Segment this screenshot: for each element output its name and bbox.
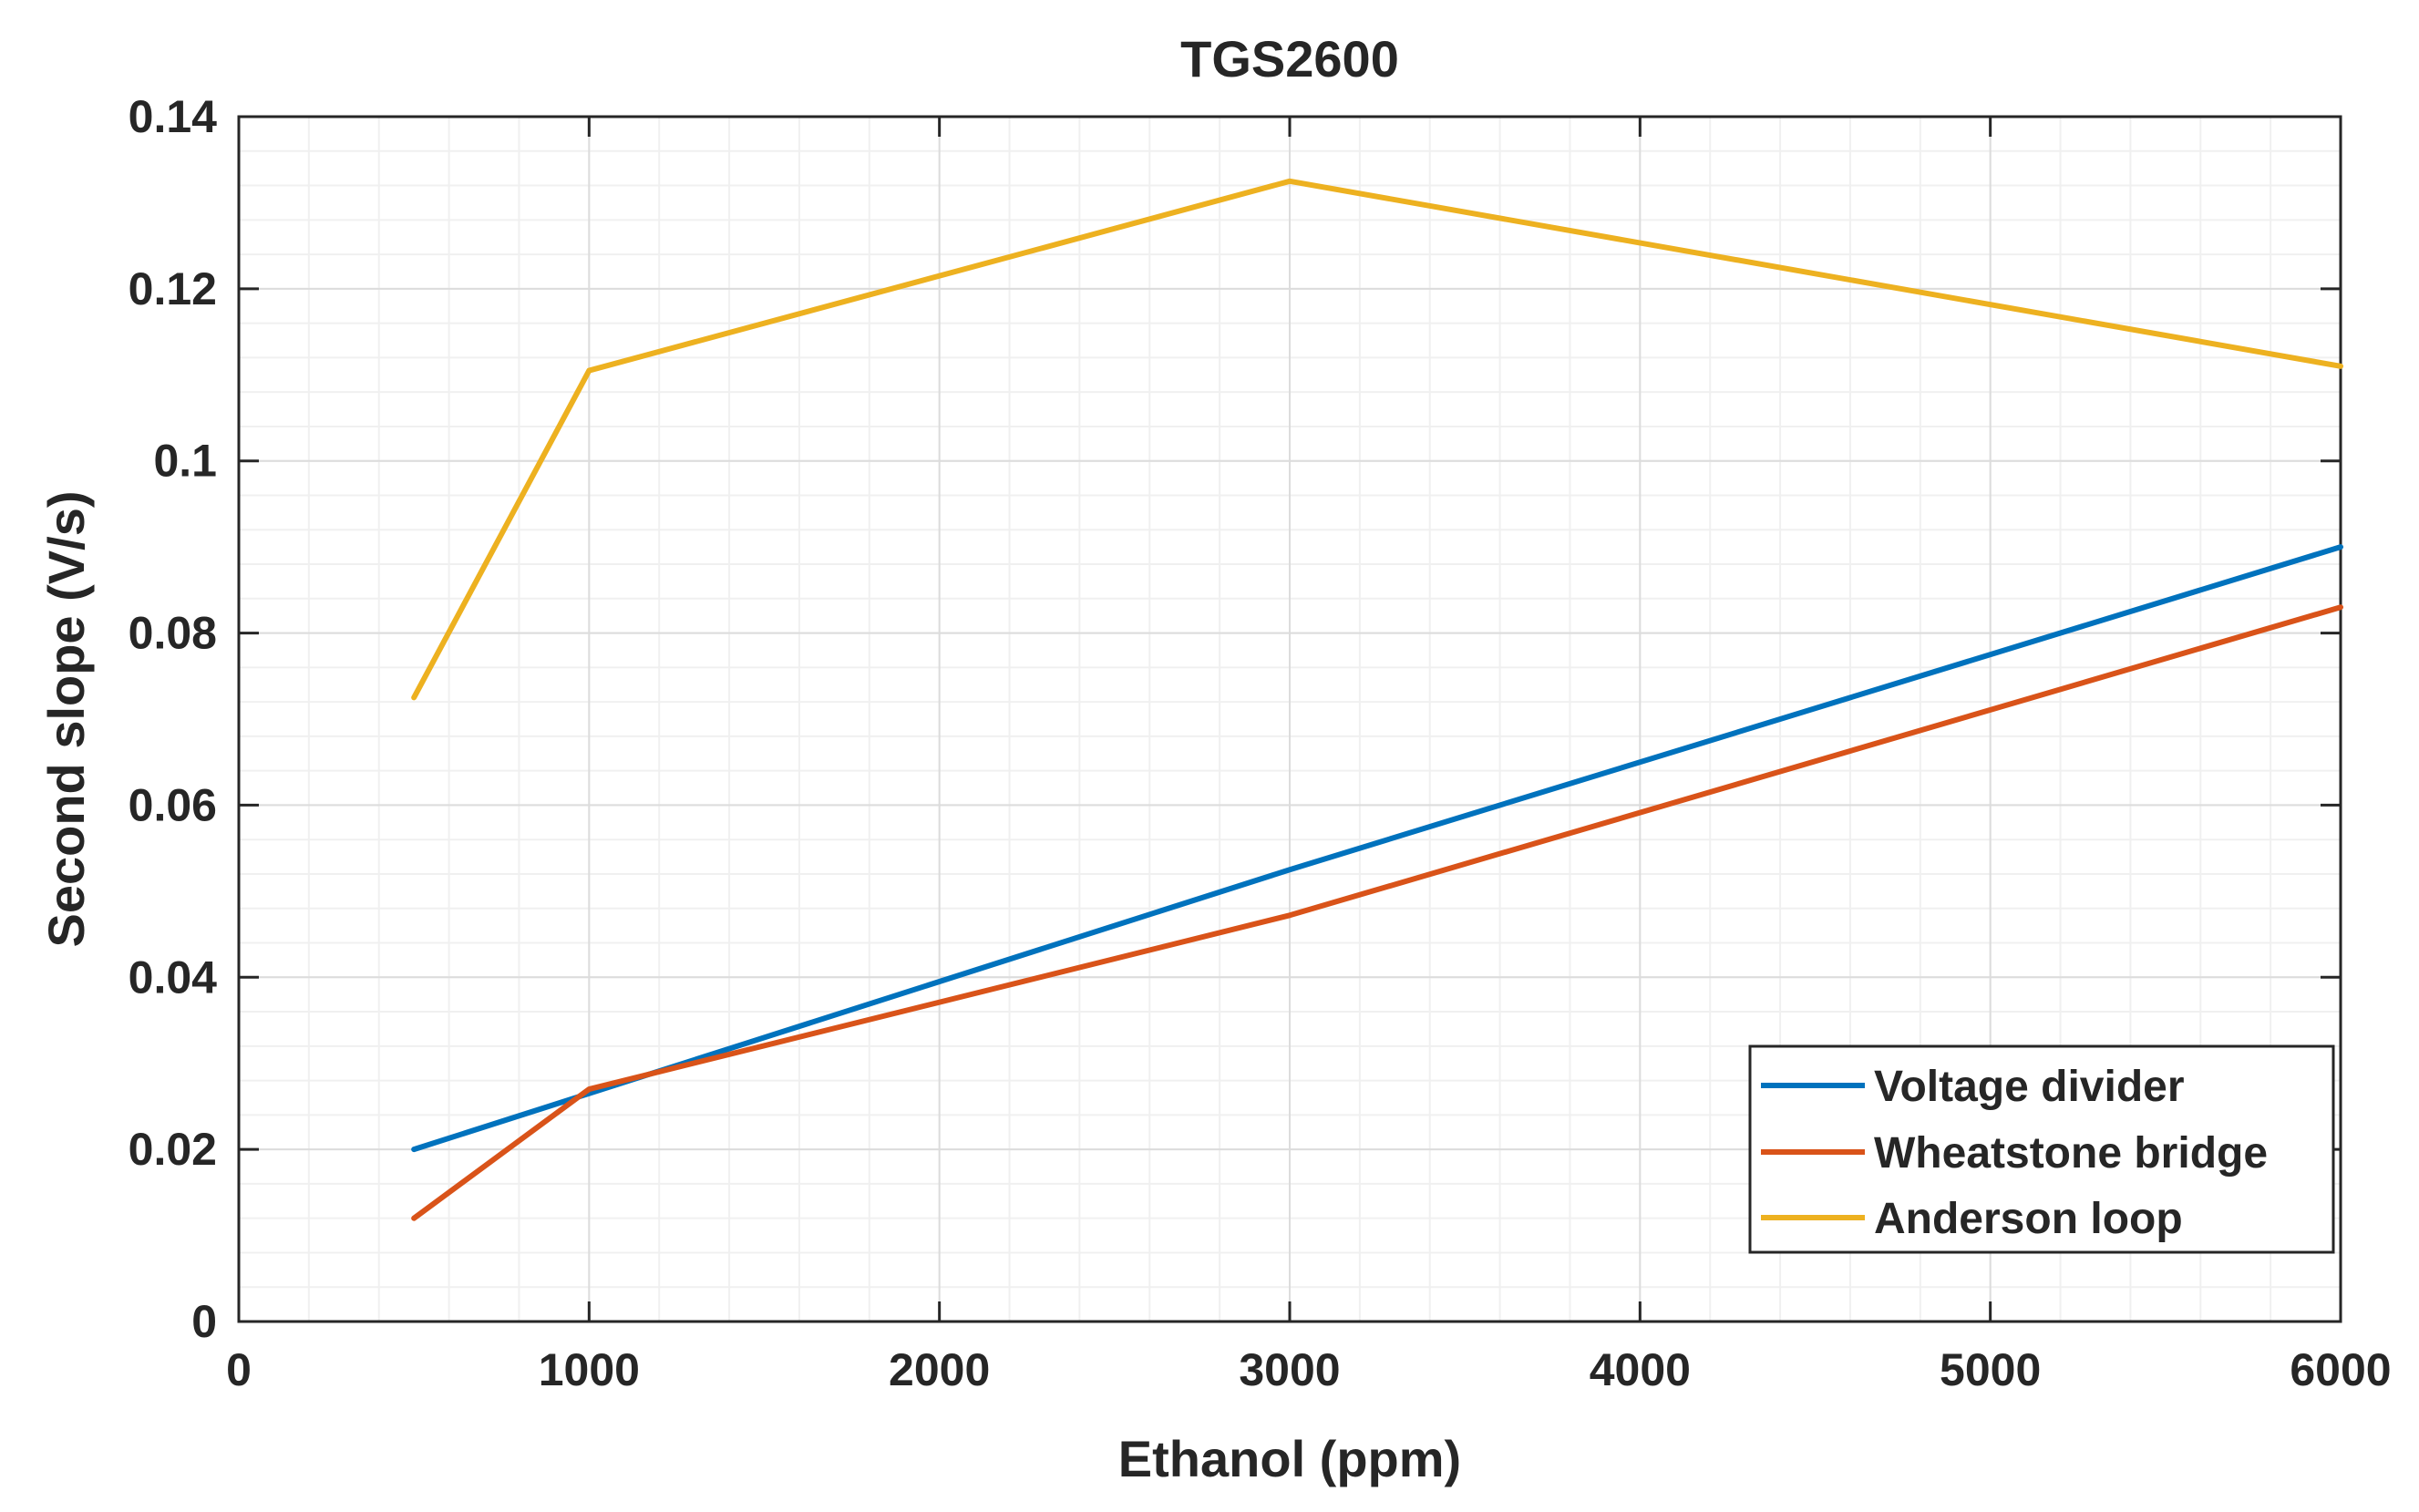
- series-line-wheatstone-bridge: [411, 604, 2343, 1221]
- y-tick-label: 0.12: [129, 263, 217, 314]
- y-tick-label: 0.1: [153, 436, 217, 487]
- x-tick-label: 4000: [1590, 1344, 1691, 1395]
- x-tick-label: 1000: [539, 1344, 640, 1395]
- y-tick-label: 0.04: [129, 951, 218, 1003]
- series-line-voltage-divider: [411, 544, 2343, 1153]
- x-tick-labels: 0 1000 2000 3000 4000 5000 6000: [226, 1344, 2392, 1395]
- series-line-anderson-loop: [411, 178, 2343, 701]
- legend-label-voltage-divider: Voltage divider: [1874, 1063, 2185, 1111]
- y-tick-labels: 0 0.02 0.04 0.06 0.08 0.1 0.12 0.14: [129, 91, 218, 1347]
- y-tick-label: 0.08: [129, 608, 217, 659]
- chart-title: TGS2600: [1180, 30, 1399, 87]
- x-tick-label: 3000: [1239, 1344, 1340, 1395]
- x-tick-label: 0: [226, 1344, 252, 1395]
- y-tick-label: 0: [191, 1296, 217, 1347]
- y-tick-label: 0.06: [129, 779, 217, 830]
- x-tick-label: 5000: [1940, 1344, 2041, 1395]
- axis-ticks: [237, 115, 2342, 1323]
- y-tick-label: 0.14: [129, 91, 218, 142]
- legend: Voltage divider Wheatstone bridge Anders…: [1748, 1044, 2335, 1254]
- y-axis-title: Second slope (V/s): [37, 491, 95, 948]
- legend-label-anderson-loop: Anderson loop: [1874, 1195, 2183, 1243]
- x-axis-title: Ethanol (ppm): [1118, 1430, 1461, 1487]
- y-tick-label: 0.02: [129, 1124, 217, 1175]
- x-tick-label: 6000: [2290, 1344, 2391, 1395]
- series-lines: [411, 178, 2343, 1221]
- x-tick-label: 2000: [889, 1344, 990, 1395]
- legend-label-wheatstone-bridge: Wheatstone bridge: [1874, 1129, 2268, 1178]
